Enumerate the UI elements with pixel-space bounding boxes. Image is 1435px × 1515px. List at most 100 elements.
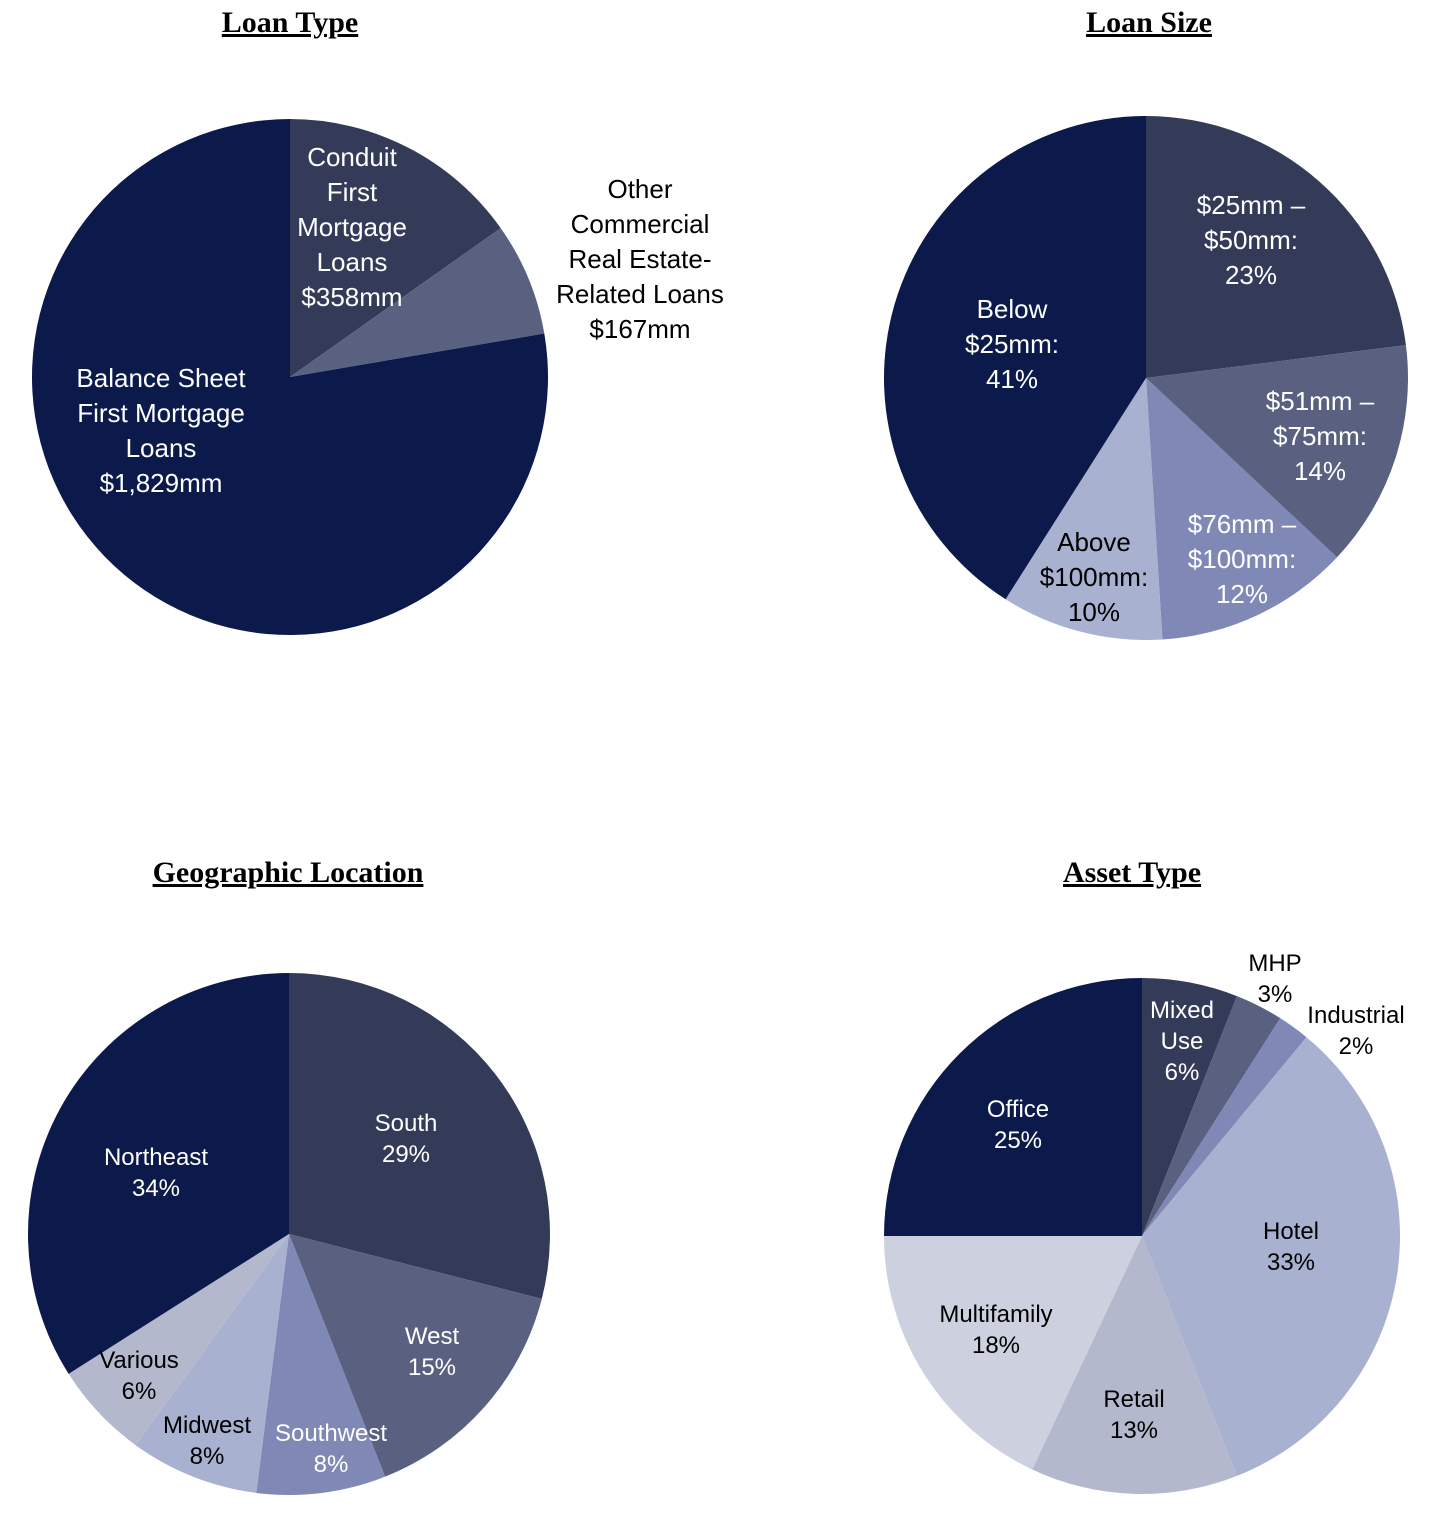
slice-label: MHP 3% bbox=[1248, 948, 1301, 1010]
slice-label-line: 10% bbox=[1067, 597, 1121, 627]
slice-label-line: 34% bbox=[131, 1175, 181, 1202]
slice-label: Other Commercial Real Estate- Related Loans… bbox=[556, 172, 724, 347]
slice-label-line: $1,829mm bbox=[99, 468, 223, 498]
slice-label: $51mm – $75mm: 14% bbox=[1266, 384, 1374, 489]
slice-label: Office 25% bbox=[987, 1094, 1049, 1156]
slice-label-line: 8% bbox=[189, 1443, 225, 1470]
slice-label-line: Midwest bbox=[162, 1412, 252, 1439]
slice-label-line: Northeast bbox=[103, 1144, 209, 1171]
slice-label: Hotel 33% bbox=[1263, 1216, 1319, 1278]
slice-label-line: West bbox=[404, 1323, 460, 1350]
slice-label-line: $25mm – bbox=[1196, 190, 1306, 220]
chart-title-asset-type: Asset Type bbox=[1062, 856, 1202, 889]
slice-label-line: 8% bbox=[313, 1451, 349, 1478]
slice-label-line: MHP bbox=[1248, 950, 1302, 977]
slice-label-line: 18% bbox=[971, 1332, 1021, 1359]
pie-slice-25mm-50mm bbox=[1146, 116, 1406, 378]
slice-label-line: Office bbox=[986, 1096, 1050, 1123]
slice-label-line: Use bbox=[1160, 1028, 1204, 1055]
slice-label: Midwest 8% bbox=[163, 1410, 251, 1472]
chart-title-geographic-location: Geographic Location bbox=[152, 856, 424, 889]
slice-label: $25mm – $50mm: 23% bbox=[1197, 188, 1305, 293]
slice-label: Above $100mm: 10% bbox=[1040, 525, 1148, 630]
slice-label-line: 25% bbox=[993, 1127, 1043, 1154]
slice-label-line: Related Loans bbox=[556, 279, 724, 309]
slice-label-line: $25mm: bbox=[965, 329, 1059, 359]
slice-label: $76mm – $100mm: 12% bbox=[1188, 507, 1296, 612]
slice-label: Southwest 8% bbox=[275, 1418, 387, 1480]
slice-label-line: Real Estate- bbox=[568, 244, 712, 274]
pie-slice-conduit-first-mortgage-loans bbox=[290, 119, 501, 377]
pie-slice-northeast bbox=[27, 973, 289, 1374]
pie-slice-retail bbox=[1032, 1236, 1237, 1494]
slice-label-line: $100mm: bbox=[1187, 544, 1297, 574]
slice-label-line: Conduit bbox=[307, 142, 397, 172]
slice-label-line: Below bbox=[976, 294, 1048, 324]
slice-label: Multifamily 18% bbox=[939, 1299, 1052, 1361]
slice-label-line: South bbox=[374, 1110, 438, 1137]
slice-label-line: $100mm: bbox=[1039, 562, 1149, 592]
slice-label-line: 13% bbox=[1109, 1417, 1159, 1444]
slice-label: Below $25mm: 41% bbox=[965, 292, 1059, 397]
slice-label-line: Balance Sheet bbox=[76, 363, 246, 393]
slice-label: Conduit First Mortgage Loans $358mm bbox=[297, 140, 407, 315]
chart-title-loan-type: Loan Type bbox=[221, 6, 359, 39]
pie-slice-midwest bbox=[135, 1234, 289, 1493]
slice-label: Industrial 2% bbox=[1307, 1000, 1404, 1062]
pie-slice-various bbox=[68, 1234, 290, 1446]
slice-label-line: Retail bbox=[1103, 1386, 1165, 1413]
slice-label-line: 2% bbox=[1338, 1033, 1374, 1060]
slice-label-line: Hotel bbox=[1262, 1218, 1320, 1245]
slice-label-line: Southwest bbox=[274, 1420, 388, 1447]
slice-label-line: 3% bbox=[1257, 981, 1293, 1008]
slice-label-line: Industrial bbox=[1307, 1002, 1405, 1029]
slice-label-line: 41% bbox=[985, 364, 1039, 394]
pie-slice-industrial bbox=[1142, 1018, 1307, 1236]
slice-label-line: 6% bbox=[121, 1378, 157, 1405]
pie-slice-southwest bbox=[256, 1234, 386, 1495]
pie-slice-mixed-use bbox=[1142, 978, 1237, 1236]
chart-title-loan-size: Loan Size bbox=[1086, 6, 1212, 39]
slice-label-line: $51mm – bbox=[1265, 386, 1375, 416]
slice-label: South 29% bbox=[375, 1108, 438, 1170]
pie-slice-south bbox=[289, 973, 551, 1299]
slice-label-line: 29% bbox=[381, 1141, 431, 1168]
slice-label-line: $50mm: bbox=[1204, 225, 1298, 255]
slice-label: Northeast 34% bbox=[104, 1142, 208, 1204]
slice-label-line: $76mm – bbox=[1187, 509, 1297, 539]
pie-slice-hotel bbox=[1142, 1037, 1400, 1476]
slice-label-line: 33% bbox=[1266, 1249, 1316, 1276]
slice-label-line: 14% bbox=[1293, 456, 1347, 486]
slice-label-line: Various bbox=[99, 1347, 179, 1374]
pie-slice-51mm-75mm bbox=[1146, 345, 1409, 558]
slice-label-line: 12% bbox=[1215, 579, 1269, 609]
slice-label-line: $75mm: bbox=[1273, 421, 1367, 451]
pie-slice-west bbox=[289, 1234, 542, 1477]
pie-slice-above-100mm bbox=[1005, 378, 1163, 641]
slice-label: Various 6% bbox=[99, 1345, 179, 1407]
slice-label-line: Mixed bbox=[1149, 997, 1215, 1024]
slice-label: Mixed Use 6% bbox=[1150, 995, 1214, 1088]
pie-slice-below-25mm bbox=[883, 116, 1146, 600]
slice-label-line: Other bbox=[607, 174, 673, 204]
slice-label-line: 23% bbox=[1224, 260, 1278, 290]
slice-label-line: 15% bbox=[407, 1354, 457, 1381]
pie-slice-multifamily bbox=[884, 1236, 1142, 1470]
pie-slice-other-commercial-real-estate-related-loans bbox=[290, 228, 545, 377]
pie-slice-76mm-100mm bbox=[1146, 378, 1337, 640]
slice-label-line: First Mortgage bbox=[77, 398, 245, 428]
slice-label-line: 6% bbox=[1164, 1059, 1200, 1086]
slice-label: Retail 13% bbox=[1103, 1384, 1164, 1446]
slice-label-line: $358mm bbox=[301, 282, 403, 312]
slice-label-line: Above bbox=[1057, 527, 1131, 557]
slice-label-line: Commercial bbox=[570, 209, 710, 239]
pie-slice-mhp bbox=[1142, 996, 1281, 1236]
slice-label-line: Loans bbox=[125, 433, 197, 463]
slice-label-line: First bbox=[326, 177, 378, 207]
slice-label-line: Mortgage bbox=[297, 212, 407, 242]
slice-label: West 15% bbox=[405, 1321, 459, 1383]
slice-label-line: Multifamily bbox=[939, 1301, 1053, 1328]
slice-label: Balance Sheet First Mortgage Loans $1,829mm bbox=[76, 361, 245, 501]
pie-slice-balance-sheet-first-mortgage-loans bbox=[32, 119, 548, 635]
